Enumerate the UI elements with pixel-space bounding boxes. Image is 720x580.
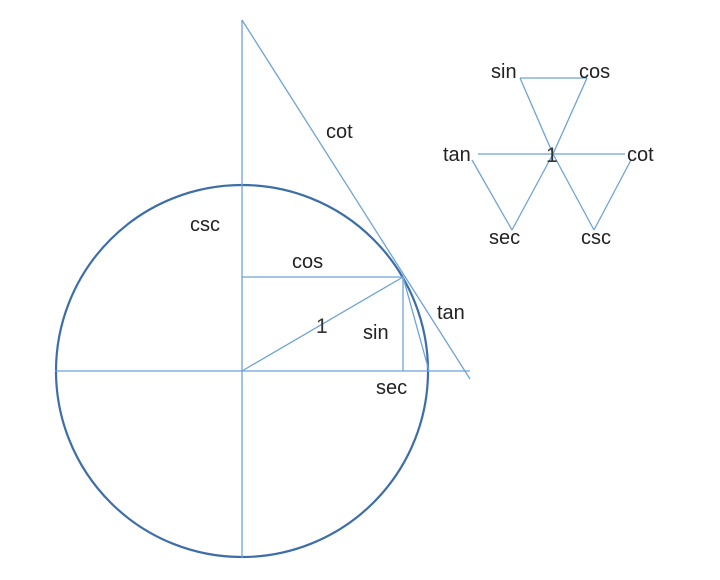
hex-label-center: 1: [546, 144, 558, 167]
hexagram-diag-csc-center: [552, 153, 595, 231]
hex-label-tan: tan: [443, 144, 471, 166]
hex-label-sin: sin: [491, 61, 517, 83]
hex-label-cot: cot: [627, 144, 654, 166]
label-cos: cos: [292, 251, 323, 273]
hexagram-edge-cot-csc: [593, 159, 632, 231]
hex-label-cos: cos: [579, 61, 610, 83]
label-sin: sin: [363, 322, 389, 344]
hexagram-figure: sin cos tan 1 cot sec csc: [443, 61, 654, 249]
radius-segment: [241, 276, 404, 372]
hexagram-diag-sec-center: [511, 153, 554, 231]
unit-circle-figure: cot csc cos tan 1 sin sec: [54, 19, 471, 559]
tan-segment: [402, 276, 430, 372]
hexagram-diag-cos: [552, 77, 588, 155]
label-csc: csc: [190, 214, 220, 236]
label-cot: cot: [326, 121, 353, 143]
hex-label-sec: sec: [489, 227, 520, 249]
hexagram-diag-sin: [519, 77, 554, 155]
label-sec: sec: [376, 377, 407, 399]
hex-label-csc: csc: [581, 227, 611, 249]
hexagram-edge-tan-sec: [471, 159, 513, 231]
label-tan: tan: [437, 302, 465, 324]
tangent-line: [241, 19, 471, 380]
label-radius: 1: [316, 315, 328, 338]
